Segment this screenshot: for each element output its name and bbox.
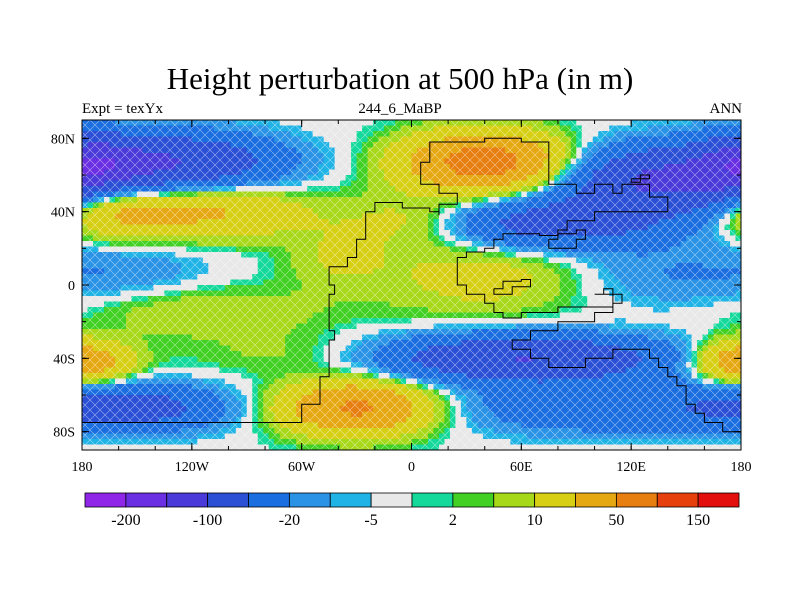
- period-label: 244_6_MaBP: [358, 101, 442, 117]
- season-label: ANN: [709, 101, 743, 117]
- experiment-label: Expt = texYx: [82, 101, 163, 117]
- plot-title: Height perturbation at 500 hPa (in m): [166, 61, 634, 96]
